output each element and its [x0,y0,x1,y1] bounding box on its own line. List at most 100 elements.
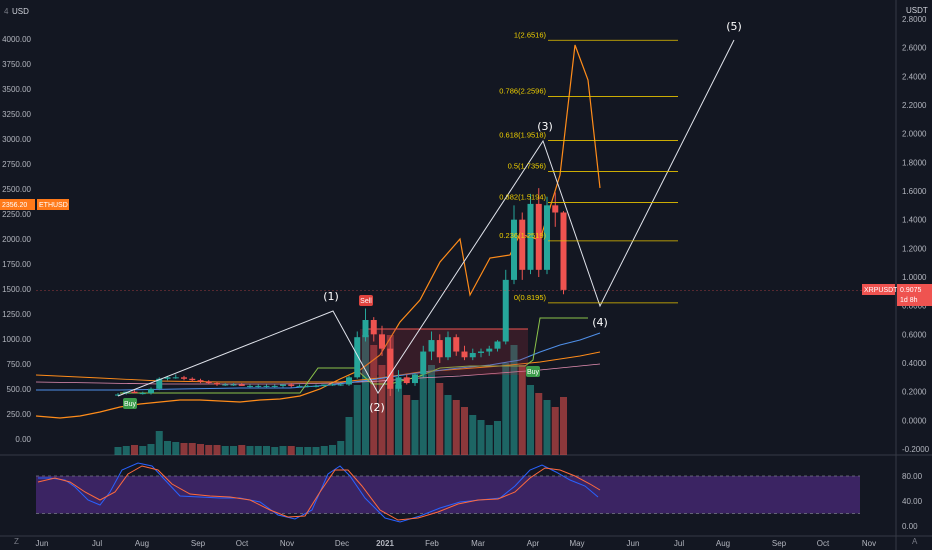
volume-bar [370,345,378,455]
osc-band [36,476,860,514]
volume-bar [287,446,295,455]
left-axis-tick: 0.00 [15,435,31,444]
x-axis-tick: Sep [191,539,206,548]
volume-bar [122,446,130,455]
left-axis-tick: 2750.00 [2,160,31,169]
volume-bar [543,400,551,455]
candle-body [461,351,468,358]
right-axis-tick: 0.6000 [902,330,927,339]
candle-body [164,377,171,379]
volume-bar [428,365,435,455]
candle-body [148,388,154,394]
xrp-symbol-label: XRPUSDT [864,287,898,294]
right-axis-tick: 2.8000 [902,15,927,24]
fib-level-label: 0.5(1.7356) [508,162,547,171]
volume-bar [320,446,328,455]
right-axis-tick: 2.2000 [902,101,927,110]
x-axis-tick: Oct [817,539,830,548]
volume-bar [362,335,369,455]
left-axis-tick: 1250.00 [2,310,31,319]
candle-body [527,203,534,270]
volume-bar [263,446,270,455]
right-axis-tick: 0.2000 [902,388,927,397]
x-axis-tick: Aug [135,539,149,548]
fib-level-label: 1(2.6516) [514,30,547,39]
sell-signal-text: Sell [360,298,372,305]
candle-body [362,320,369,338]
volume-bar [164,441,171,455]
candle-body [131,391,138,394]
left-axis-tick: 250.00 [7,410,32,419]
candle-body [502,279,509,342]
volume-bar [395,385,402,455]
candle-body [379,334,385,349]
stoch-d-line [37,465,601,521]
volume-bar [337,441,345,455]
volume-bar [510,345,518,455]
candle-body [469,352,476,358]
buy-signal-text: Buy [124,401,137,408]
xrp-symbol-tag [862,284,895,295]
osc-axis-tick: 0.00 [902,522,918,531]
fib-level-label: 0(0.8195) [514,293,547,302]
right-axis-tick: 0.8000 [902,302,927,311]
candle-body [247,385,253,387]
candle-body [255,385,262,387]
volume-bar [221,446,229,455]
volume-bar [527,385,534,455]
candle-body [263,385,270,387]
candle-body [181,377,187,379]
volume-bar [197,444,204,455]
auto-scale-icon: A [912,537,918,546]
candle-body [412,374,418,384]
volume-bar [238,445,246,455]
volume-bar [436,383,444,455]
right-axis-tick: -0.2000 [902,445,930,454]
volume-bar [403,395,411,455]
candle-body [544,205,550,270]
candle-body [189,378,196,381]
x-axis-tick: 2021 [376,539,394,548]
right-axis-tick: 2.4000 [902,72,927,81]
elliott-wave-path [117,39,735,397]
candle-body [321,384,328,386]
buy-signal-text: Buy [527,369,540,376]
left-axis-tick: 3250.00 [2,110,31,119]
right-axis-tick: 1.0000 [902,273,927,282]
candle-body [552,205,559,213]
osc-axis-tick: 80.00 [902,472,923,481]
left-axis-tick: 3750.00 [2,60,31,69]
trend-support-line [120,317,588,394]
x-axis-tick: Nov [280,539,294,548]
candle-body [453,337,460,352]
candle-body [346,377,352,385]
volume-bar [296,447,303,455]
wave-label: (3) [537,120,553,133]
candle-body [535,203,542,270]
volume-bar [502,363,510,455]
volume-bar [477,420,485,455]
volume-bar [139,446,147,455]
volume-bar [452,400,460,455]
left-axis-tick: 3500.00 [2,85,31,94]
candle-body [403,377,410,384]
candle-body [197,380,204,382]
candle-body [337,384,344,386]
candle-body [354,337,361,378]
volume-bar [254,446,262,455]
sell-signal-badge [359,295,373,306]
x-axis-tick: Jul [92,539,102,548]
left-axis-tick: 1500.00 [2,285,31,294]
right-axis-tick: 1.4000 [902,216,927,225]
x-axis-tick: Aug [716,539,730,548]
right-axis-tick: 0.0000 [902,416,927,425]
x-axis-tick: Oct [236,539,249,548]
fib-level-label: 0.618(1.9518) [499,131,546,140]
right-axis-tick: 0.4000 [902,359,927,368]
stoch-k-line [38,462,599,523]
candle-body [494,341,501,349]
candle-body [445,337,451,358]
candle-body [420,351,427,375]
volume-bar [155,431,163,455]
